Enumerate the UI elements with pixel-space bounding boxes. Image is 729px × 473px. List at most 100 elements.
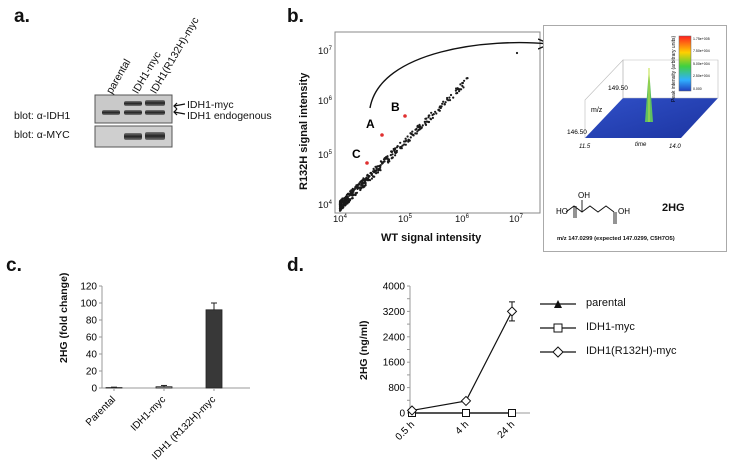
scatter-point [378,164,381,168]
scatter-point [390,157,393,160]
scatter-point [454,89,457,92]
scatter-point [448,96,451,99]
panel-c-letter: c. [6,255,22,276]
scatter-point [360,184,363,187]
scatter-point [339,208,342,211]
scatter-point [354,193,357,197]
scatter-point [455,87,458,90]
scatter-point [362,179,365,182]
band-arrows [173,102,186,116]
mz-high-tick: 149.50 [608,85,628,92]
scatter-point [376,171,380,174]
scatter-plot-frame [334,31,541,214]
y-tick-1e7: 107 [318,46,332,58]
scatter-point [435,112,438,115]
line-x-tick-label: 24 h [496,419,518,441]
bar-category-label: Parental [84,394,118,428]
highlight-point-c [365,161,369,165]
bar-y-tick-label: 40 [86,350,98,361]
scatter-point [423,120,426,123]
scatter-point [404,137,407,140]
scatter-point [344,199,347,203]
scatter-point [342,206,345,209]
atom-ho: HO [556,207,568,216]
scatter-point [444,101,447,104]
scatter-point [407,140,410,143]
scatter-point [416,124,419,127]
scatter-point [446,98,449,101]
scatter-point [372,167,375,170]
legend-markers [540,300,576,358]
scatter-point [389,154,392,157]
idh1-blot-strip [94,94,173,124]
scatter-point [340,198,343,201]
scatter-point [387,158,391,161]
scatter-point [414,132,417,135]
scatter-point [366,174,369,177]
line-point [508,409,516,417]
scatter-point [418,126,421,129]
y-tick-1e6: 106 [318,96,332,108]
mz-axis-label: m/z [591,107,603,114]
scatter-point [354,192,357,195]
scatter-point [338,205,342,208]
legend-label-parental: parental [586,297,626,309]
scatter-point [388,160,391,163]
scatter-point [375,167,378,170]
scatter-point [379,160,382,163]
scatter-point [345,201,348,205]
legend-label-idh1-myc: IDH1-myc [586,321,635,333]
scatter-point [427,116,430,119]
time-start-tick: 11.5 [579,144,591,150]
scatter-point [373,175,376,178]
scatter-point [353,188,356,191]
line-y-tick-label: 0 [399,409,405,420]
compound-name: 2HG [662,202,685,214]
legend-marker-parental [554,300,562,308]
y-tick-1e4: 104 [318,200,332,212]
bar [155,386,173,389]
colorbar-tick-4: 0.000 [693,87,702,91]
band-label-idh1-myc: IDH1-myc [187,99,234,111]
scatter-point [421,124,424,127]
scatter-point [390,150,393,153]
scatter-point [462,86,465,89]
scatter-point [411,130,414,133]
scatter-point [459,83,462,86]
bar-y-tick-label: 100 [80,299,97,310]
scatter-point [347,197,350,200]
scatter-point [399,141,402,144]
scatter-point [456,91,459,95]
scatter-point [362,185,365,188]
point-label-b: B [391,100,400,114]
scatter-point [420,127,423,130]
scatter-ylabel: R132H signal intensity [298,72,310,190]
colorbar-tick-0: 1.75e+005 [693,37,710,41]
legend-marker-idh1-r132h-myc [552,346,564,358]
scatter-point [384,157,387,160]
bar-y-tick-label: 20 [86,367,98,378]
scatter-point [352,190,355,193]
western-blot-image [94,94,173,148]
blot-label-idh1: blot: α-IDH1 [14,110,71,122]
line-y-tick-label: 4000 [383,282,406,293]
scatter-point [425,120,428,123]
atom-oh-top: OH [578,191,590,200]
panel-d-letter: d. [287,255,304,276]
surface-wall-left [584,59,624,138]
legend-label-idh1-r132h-myc: IDH1(R132H)-myc [586,345,677,357]
band-myc-lane2 [124,133,142,140]
scatter-points [338,51,519,212]
scatter-point [368,179,372,182]
scatter-point [391,153,394,156]
scatter-point [424,123,428,126]
x-tick-1e7: 107 [509,214,523,226]
scatter-point [364,182,367,185]
scatter-point [439,106,442,110]
scatter-point [406,135,409,138]
scatter-point [460,88,463,91]
scatter-point [431,113,434,117]
line-point [462,409,470,417]
band-endogenous-lane1 [102,110,120,115]
panel-a-letter: a. [14,6,30,27]
